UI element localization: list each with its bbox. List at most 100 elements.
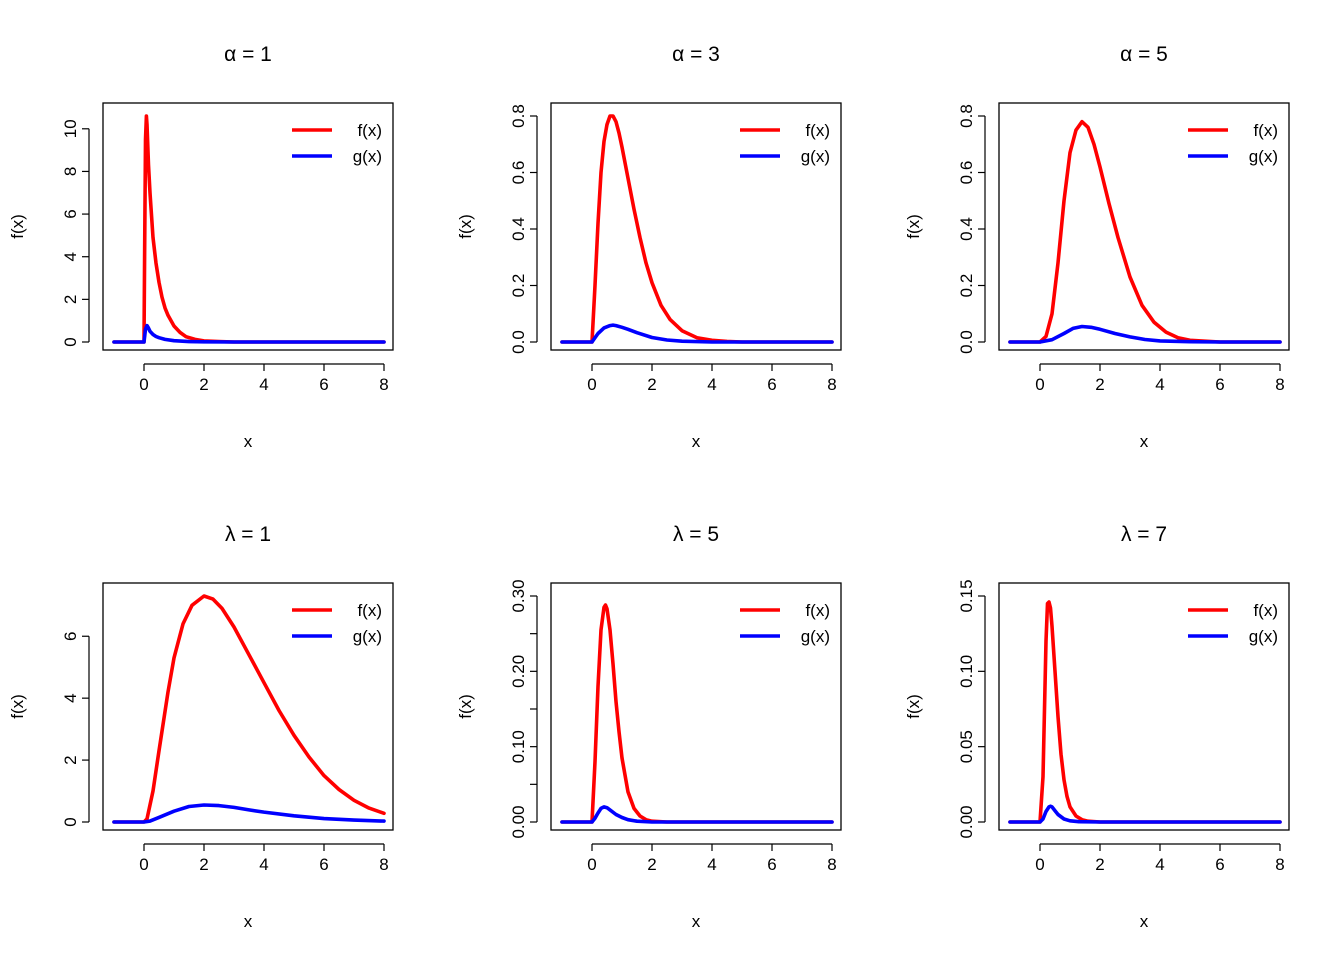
x-tick-label: 0 — [139, 375, 148, 394]
legend-label: f(x) — [805, 601, 830, 620]
legend-label: g(x) — [353, 147, 382, 166]
chart-panel-4: λ = 1 0 2 4 6 8 x 0 2 4 6 f(x) f(x) g(x) — [8, 523, 394, 931]
plot-frame — [550, 102, 842, 351]
y-tick-label: 0.8 — [957, 104, 976, 128]
x-tick-label: 0 — [587, 855, 596, 874]
series-line-fx — [560, 114, 834, 344]
x-tick-label: 2 — [1095, 855, 1104, 874]
x-axis-label: x — [692, 432, 701, 451]
x-tick-label: 0 — [1035, 855, 1044, 874]
x-tick-label: 0 — [587, 375, 596, 394]
plot-frame — [998, 102, 1290, 351]
x-tick-label: 4 — [259, 375, 268, 394]
x-axis-label: x — [244, 912, 253, 931]
y-tick-label: 0.0 — [509, 330, 528, 354]
x-axis-label: x — [1140, 912, 1149, 931]
plot-frame — [102, 102, 394, 351]
x-tick-label: 6 — [319, 855, 328, 874]
y-tick-label: 0.2 — [509, 274, 528, 298]
series-line-fx — [112, 594, 386, 824]
series-line-gx — [1008, 804, 1282, 824]
plot-frame — [998, 582, 1290, 831]
y-tick-label: 0.0 — [957, 330, 976, 354]
legend-label: g(x) — [353, 627, 382, 646]
y-tick-label: 0 — [61, 337, 80, 346]
x-tick-label: 2 — [199, 375, 208, 394]
y-tick-label: 0.15 — [957, 579, 976, 612]
x-tick-label: 4 — [707, 855, 716, 874]
y-tick-label: 0.00 — [957, 805, 976, 838]
y-tick-label: 0.10 — [509, 730, 528, 763]
y-axis-label: f(x) — [8, 694, 27, 719]
series-line-gx — [112, 803, 386, 824]
y-tick-label: 0.4 — [957, 217, 976, 241]
series-line-gx — [1008, 324, 1282, 344]
y-tick-label: 0 — [61, 817, 80, 826]
plot-frame — [102, 582, 394, 831]
y-tick-label: 6 — [61, 209, 80, 218]
x-tick-label: 2 — [647, 855, 656, 874]
x-tick-label: 8 — [1275, 855, 1284, 874]
y-tick-label: 0.6 — [957, 161, 976, 185]
y-tick-label: 4 — [61, 252, 80, 261]
legend-label: f(x) — [357, 601, 382, 620]
y-axis-label: f(x) — [456, 214, 475, 239]
x-tick-label: 8 — [1275, 375, 1284, 394]
x-tick-label: 6 — [1215, 375, 1224, 394]
x-tick-label: 8 — [379, 375, 388, 394]
legend-label: g(x) — [1249, 147, 1278, 166]
x-tick-label: 0 — [139, 855, 148, 874]
series-line-fx — [1008, 600, 1282, 824]
legend-label: g(x) — [801, 147, 830, 166]
y-tick-label: 2 — [61, 295, 80, 304]
series-line-gx — [560, 805, 834, 824]
chart-title: α = 1 — [224, 43, 272, 66]
y-tick-label: 0.2 — [957, 274, 976, 298]
y-tick-label: 0.00 — [509, 805, 528, 838]
chart-title: λ = 1 — [225, 523, 271, 546]
y-tick-label: 0.20 — [509, 655, 528, 688]
series-line-fx — [1008, 119, 1282, 344]
y-tick-label: 6 — [61, 632, 80, 641]
y-tick-label: 0.10 — [957, 655, 976, 688]
x-tick-label: 4 — [1155, 375, 1164, 394]
legend-label: g(x) — [801, 627, 830, 646]
x-tick-label: 6 — [767, 855, 776, 874]
y-tick-label: 0.4 — [509, 217, 528, 241]
x-tick-label: 0 — [1035, 375, 1044, 394]
y-tick-label: 2 — [61, 755, 80, 764]
y-tick-label: 4 — [61, 693, 80, 702]
x-tick-label: 2 — [647, 375, 656, 394]
x-tick-label: 4 — [707, 375, 716, 394]
series-line-fx — [560, 603, 834, 824]
chart-panel-2: α = 3 0 2 4 6 8 x 0.0 0.2 0.4 0.6 0.8 f(x) f(x) g(x) — [456, 43, 842, 451]
legend-label: f(x) — [1253, 121, 1278, 140]
chart-title: α = 3 — [672, 43, 720, 66]
legend-label: g(x) — [1249, 627, 1278, 646]
y-tick-label: 0.05 — [957, 730, 976, 763]
chart-panel-3: α = 5 0 2 4 6 8 x 0.0 0.2 0.4 0.6 0.8 f(x) f(x) g(x) — [904, 43, 1290, 451]
series-line-fx — [112, 114, 386, 344]
legend-label: f(x) — [805, 121, 830, 140]
x-tick-label: 8 — [379, 855, 388, 874]
x-tick-label: 4 — [259, 855, 268, 874]
x-tick-label: 2 — [1095, 375, 1104, 394]
x-axis-label: x — [1140, 432, 1149, 451]
x-tick-label: 6 — [319, 375, 328, 394]
legend-label: f(x) — [357, 121, 382, 140]
legend-label: f(x) — [1253, 601, 1278, 620]
chart-panel-5: λ = 5 0 2 4 6 8 x 0.00 0.10 0.20 0.30 f(x) f(x) g(x) — [456, 523, 842, 931]
plot-frame — [550, 582, 842, 831]
series-line-gx — [112, 323, 386, 344]
chart-title: λ = 5 — [673, 523, 719, 546]
y-axis-label: f(x) — [8, 214, 27, 239]
chart-panel-1: α = 1 0 2 4 6 8 x 0 2 4 6 8 10 f(x) f(x) g(x) — [8, 43, 394, 451]
y-tick-label: 0.30 — [509, 579, 528, 612]
y-tick-label: 10 — [61, 119, 80, 138]
y-tick-label: 0.8 — [509, 104, 528, 128]
series-line-gx — [560, 323, 834, 344]
x-tick-label: 2 — [199, 855, 208, 874]
x-axis-label: x — [244, 432, 253, 451]
x-tick-label: 4 — [1155, 855, 1164, 874]
